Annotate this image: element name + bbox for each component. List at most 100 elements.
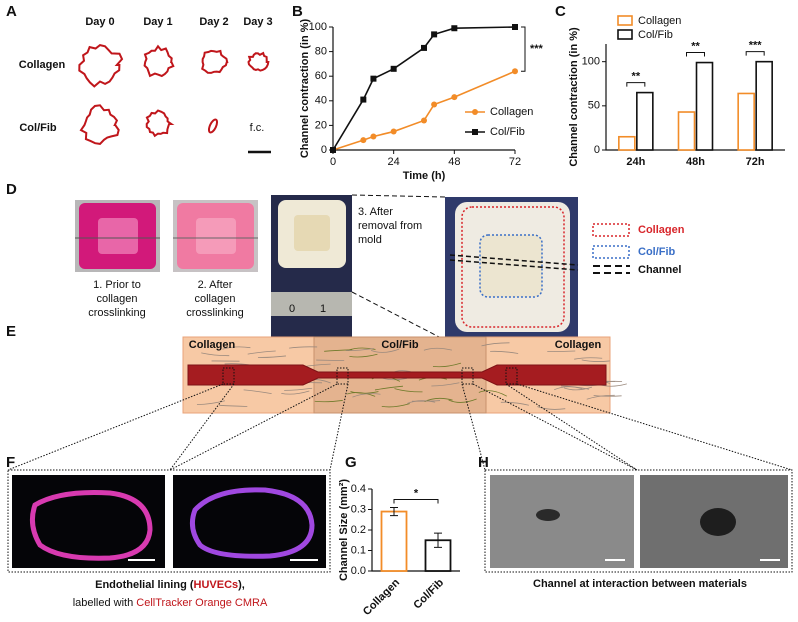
bar: [677, 111, 696, 151]
endothelial-lining: [189, 487, 315, 559]
fiber: [324, 349, 353, 352]
fiber: [374, 385, 404, 391]
fiber: [196, 400, 226, 405]
legend-label: Col/Fib: [638, 246, 676, 258]
contraction-outlines: [78, 44, 270, 145]
fiber: [316, 359, 345, 362]
y-tick-label: 0: [594, 144, 600, 156]
significance: **: [691, 40, 700, 52]
fiber: [593, 395, 622, 397]
point: [431, 31, 438, 38]
ruler: [271, 292, 352, 316]
x-tick-label: 48h: [686, 156, 705, 168]
subcaption: labelled with CellTracker Orange CMRA: [73, 597, 268, 609]
fiber: [478, 390, 508, 397]
point: [451, 94, 458, 101]
y-tick-label: 20: [315, 119, 327, 131]
bar: [737, 92, 755, 151]
fiber: [201, 352, 230, 357]
panel-label: A: [6, 3, 17, 20]
fiber: [345, 348, 374, 352]
x-tick-label: 24h: [626, 156, 645, 168]
x-tick-label: 0: [330, 156, 336, 168]
row-label: Collagen: [19, 59, 66, 71]
legend-marker: [472, 129, 478, 135]
fiber: [547, 350, 576, 353]
legend-label: Collagen: [638, 15, 681, 27]
day-label: Day 2: [199, 16, 228, 28]
photo-caption: collagen: [195, 293, 236, 305]
point: [512, 24, 518, 30]
fiber: [284, 387, 313, 391]
legend-label: Col/Fib: [490, 126, 525, 138]
error-bar: [434, 532, 442, 548]
fiber: [347, 392, 376, 397]
row-label: Col/Fib: [19, 122, 57, 134]
legend-label: Collagen: [490, 106, 533, 118]
photo: [196, 218, 236, 254]
outline: [145, 109, 175, 138]
significance-bracket: [626, 82, 646, 87]
fiber: [563, 386, 593, 391]
x-tick-label: 48: [448, 156, 460, 168]
fiber: [407, 400, 436, 404]
fiber: [490, 350, 519, 354]
panel-label: E: [6, 323, 16, 340]
fiber: [352, 393, 381, 398]
photo-caption: crosslinking: [186, 307, 243, 319]
caption: Channel at interaction between materials: [533, 578, 747, 590]
fiber: [431, 382, 460, 387]
outline: [143, 44, 175, 78]
point: [330, 147, 336, 153]
panel-label: H: [478, 454, 489, 471]
fiber: [289, 346, 318, 349]
significance-bracket: [686, 52, 705, 57]
significance: *: [414, 487, 419, 499]
fiber: [394, 388, 423, 393]
fiber: [481, 342, 510, 347]
y-tick-label: 60: [315, 70, 327, 82]
photo-caption: 1. Prior to: [93, 279, 141, 291]
channel-line: [449, 259, 579, 271]
fiber: [423, 347, 452, 351]
caption-part: ),: [238, 579, 245, 591]
region-label: Collagen: [555, 339, 602, 351]
ruler-label: 0: [289, 303, 295, 315]
caption-part: Endothelial lining (: [95, 579, 194, 591]
x-tick-label: Collagen: [361, 576, 403, 618]
y-tick-label: 40: [315, 95, 327, 107]
point: [431, 101, 438, 108]
y-tick-label: 0.3: [351, 503, 366, 515]
x-tick-label: 72h: [746, 156, 765, 168]
legend-label: Col/Fib: [638, 29, 673, 41]
outline: [207, 118, 219, 134]
photo: [294, 215, 330, 251]
legend-swatch: [592, 223, 630, 237]
y-tick-label: 100: [582, 56, 600, 68]
y-tick-label: 0.1: [351, 544, 366, 556]
photo-caption: collagen: [97, 293, 138, 305]
region-label: Col/Fib: [381, 339, 419, 351]
y-tick-label: 50: [588, 100, 600, 112]
frame: [7, 469, 331, 573]
fiber: [222, 346, 251, 350]
y-axis-title: Channel Size (mm²): [338, 479, 350, 581]
region-label: Collagen: [189, 339, 236, 351]
fiber: [586, 394, 615, 400]
frame: [484, 469, 793, 573]
point: [451, 25, 458, 32]
significance-bracket: [521, 26, 526, 72]
fiber: [247, 350, 276, 355]
fiber: [381, 403, 410, 408]
sem-feature: [536, 509, 560, 521]
outline: [247, 51, 270, 72]
legend-swatch: [617, 29, 633, 40]
y-tick-label: 0.0: [351, 565, 366, 577]
fiber: [500, 401, 529, 406]
y-tick-label: 0.2: [351, 524, 366, 536]
panel-label: C: [555, 3, 566, 20]
day-label: Day 1: [143, 16, 172, 28]
y-tick-label: 0.4: [351, 483, 366, 495]
note: f.c.: [250, 122, 265, 134]
